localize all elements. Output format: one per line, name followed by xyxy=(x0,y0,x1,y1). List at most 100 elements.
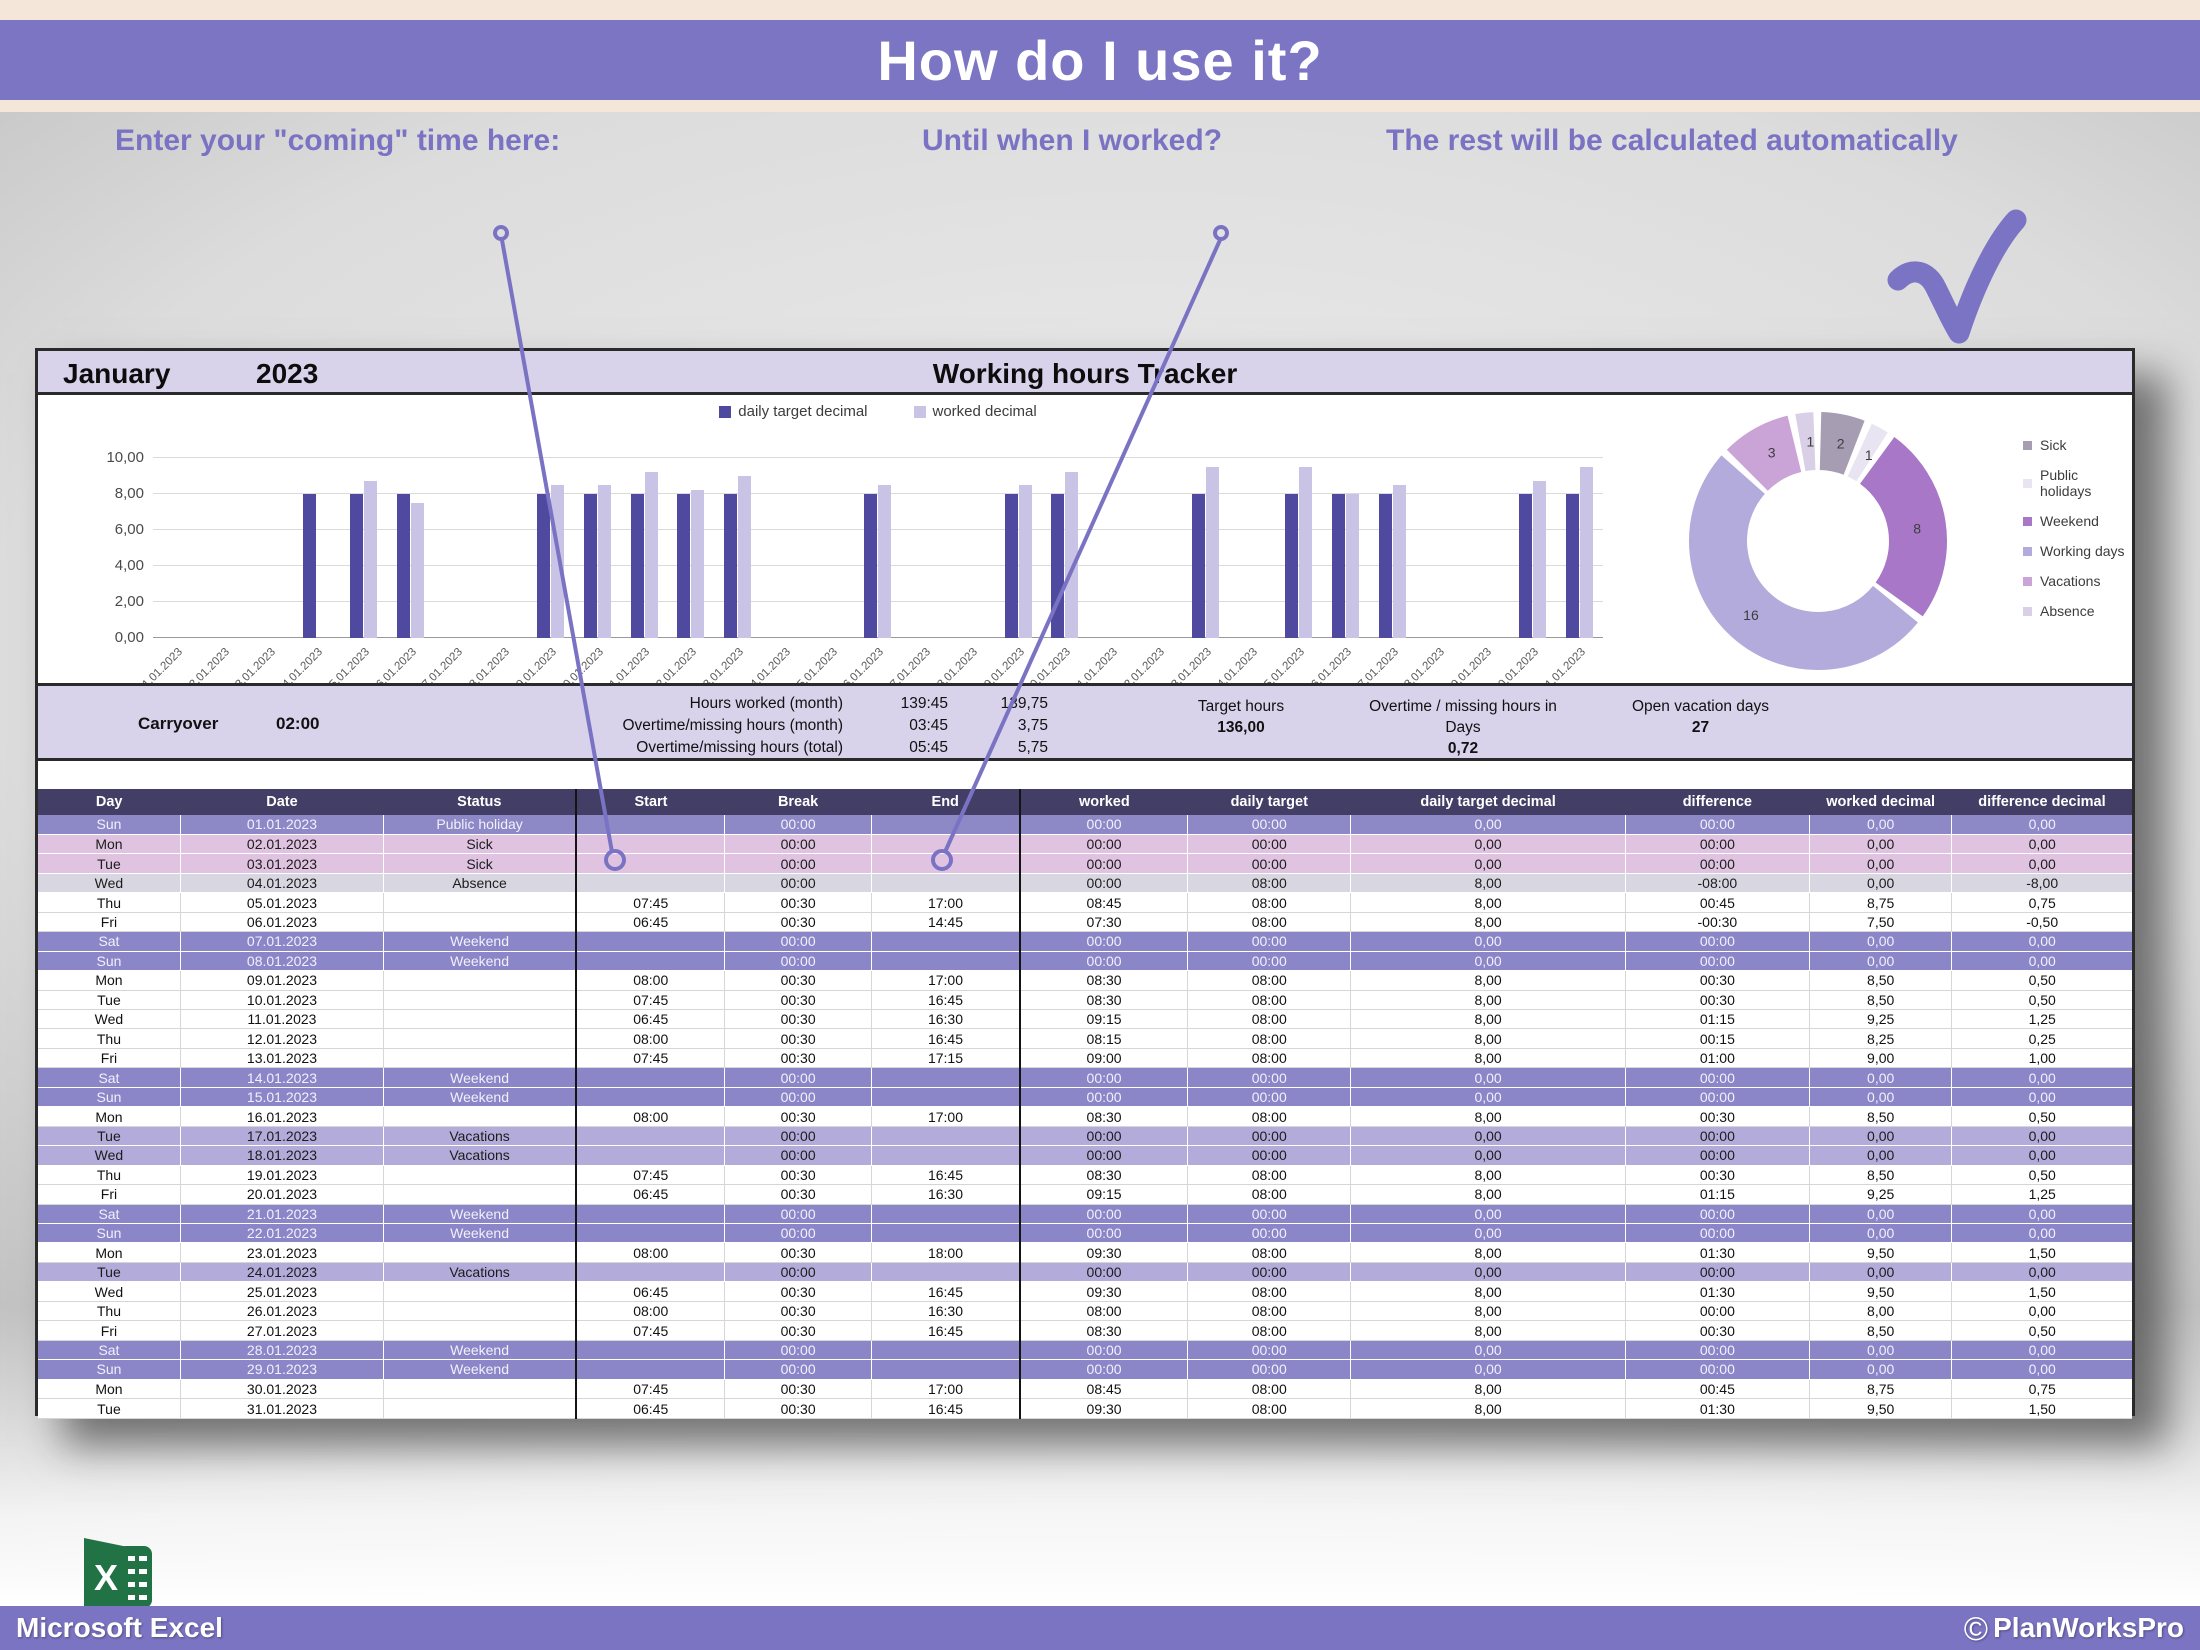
table-cell[interactable]: 18.01.2023 xyxy=(180,1145,384,1166)
table-cell[interactable]: Sat xyxy=(38,1067,181,1088)
table-cell[interactable]: 0,00 xyxy=(1951,1262,2132,1282)
table-cell[interactable]: 07:45 xyxy=(575,1320,726,1341)
table-cell[interactable] xyxy=(871,1204,1021,1224)
table-cell[interactable]: 08:00 xyxy=(575,1106,726,1127)
table-cell[interactable]: 17.01.2023 xyxy=(180,1126,384,1146)
table-cell[interactable]: 14:45 xyxy=(871,912,1021,933)
table-cell[interactable]: 01.01.2023 xyxy=(180,815,384,835)
table-cell[interactable]: 8,00 xyxy=(1350,1009,1626,1030)
table-cell[interactable]: 07:45 xyxy=(575,1379,726,1400)
table-cell[interactable]: 01:30 xyxy=(1625,1398,1810,1419)
table-cell[interactable]: 8,75 xyxy=(1809,892,1953,913)
table-cell[interactable]: 08:30 xyxy=(1019,1106,1189,1127)
table-cell[interactable]: 00:00 xyxy=(1019,1340,1188,1360)
table-cell[interactable] xyxy=(871,1145,1021,1166)
table-cell[interactable]: Absence xyxy=(383,873,577,893)
table-cell[interactable]: 00:00 xyxy=(1187,1359,1351,1380)
table-cell[interactable]: 08:15 xyxy=(1019,1028,1189,1049)
table-cell[interactable] xyxy=(575,1204,725,1224)
table-cell[interactable]: 06:45 xyxy=(575,1184,726,1205)
summary-time[interactable]: 05:45 xyxy=(909,739,948,756)
summary-time[interactable]: 03:45 xyxy=(909,717,948,734)
table-cell[interactable]: 0,00 xyxy=(1951,1067,2132,1088)
table-cell[interactable] xyxy=(575,815,725,835)
table-cell[interactable]: 00:00 xyxy=(1019,815,1188,835)
table-cell[interactable]: 08:30 xyxy=(1019,990,1189,1011)
table-cell[interactable]: 00:00 xyxy=(1019,1126,1188,1146)
tracker-table[interactable]: Day Date Status Start Break End worked daily ta… xyxy=(38,789,2132,1419)
table-cell[interactable] xyxy=(575,1126,725,1146)
table-cell[interactable]: 8,00 xyxy=(1350,1379,1626,1400)
table-cell[interactable]: 08:00 xyxy=(1187,1028,1352,1049)
table-cell[interactable]: 16:45 xyxy=(871,1028,1021,1049)
table-cell[interactable]: 0,00 xyxy=(1350,951,1626,971)
table-cell[interactable]: 00:00 xyxy=(1019,951,1188,971)
column-header[interactable]: worked decimal xyxy=(1809,789,1952,815)
table-cell[interactable]: 0,00 xyxy=(1350,1262,1626,1282)
table-cell[interactable]: Fri xyxy=(38,1320,181,1341)
table-cell[interactable]: 11.01.2023 xyxy=(180,1009,385,1030)
table-cell[interactable]: 00:00 xyxy=(724,873,872,893)
table-cell[interactable]: 1,00 xyxy=(1951,1048,2132,1069)
table-cell[interactable]: 08:00 xyxy=(1187,1379,1352,1400)
table-cell[interactable]: 0,00 xyxy=(1809,1262,1952,1282)
table-cell[interactable]: 0,00 xyxy=(1809,834,1952,854)
table-cell[interactable]: 00:00 xyxy=(1187,931,1351,952)
summary-time[interactable]: 139:45 xyxy=(900,695,948,712)
table-cell[interactable]: 08:00 xyxy=(1187,1184,1352,1205)
table-cell[interactable] xyxy=(871,1087,1021,1107)
table-cell[interactable]: 00:00 xyxy=(724,1359,872,1380)
table-cell[interactable]: Sat xyxy=(38,1204,181,1224)
table-cell[interactable]: 0,00 xyxy=(1350,1359,1626,1380)
table-cell[interactable]: 00:00 xyxy=(1625,1204,1810,1224)
table-cell[interactable]: 07:45 xyxy=(575,990,726,1011)
table-cell[interactable] xyxy=(575,1223,725,1243)
table-cell[interactable]: 00:00 xyxy=(1019,1067,1188,1088)
table-cell[interactable]: 09:30 xyxy=(1019,1398,1189,1419)
table-cell[interactable]: 08:00 xyxy=(1187,1048,1352,1069)
table-cell[interactable]: 08:00 xyxy=(1187,970,1352,991)
table-cell[interactable]: 07:45 xyxy=(575,892,726,913)
table-cell[interactable]: Thu xyxy=(38,892,181,913)
table-cell[interactable] xyxy=(383,1398,577,1419)
table-cell[interactable]: -08:00 xyxy=(1625,873,1810,893)
table-cell[interactable] xyxy=(575,1359,725,1380)
table-cell[interactable]: 17:00 xyxy=(871,892,1021,913)
table-cell[interactable]: 8,00 xyxy=(1809,1301,1953,1322)
table-cell[interactable]: 31.01.2023 xyxy=(180,1398,385,1419)
table-cell[interactable]: 0,00 xyxy=(1809,1340,1952,1360)
table-cell[interactable]: 00:45 xyxy=(1625,1379,1810,1400)
table-cell[interactable]: 0,00 xyxy=(1951,1340,2132,1360)
table-cell[interactable]: 08.01.2023 xyxy=(180,951,384,971)
table-cell[interactable]: 8,75 xyxy=(1809,1379,1953,1400)
table-cell[interactable] xyxy=(383,1048,577,1069)
table-cell[interactable]: 08:45 xyxy=(1019,892,1189,913)
table-cell[interactable]: 0,50 xyxy=(1951,990,2132,1011)
table-cell[interactable]: 00:00 xyxy=(1187,1145,1351,1166)
table-cell[interactable]: 16:30 xyxy=(871,1301,1021,1322)
table-cell[interactable]: Tue xyxy=(38,990,181,1011)
table-cell[interactable]: 0,00 xyxy=(1951,834,2132,854)
table-cell[interactable]: 00:00 xyxy=(1625,1223,1810,1243)
table-cell[interactable]: 0,00 xyxy=(1350,931,1626,952)
table-cell[interactable]: 7,50 xyxy=(1809,912,1953,933)
table-cell[interactable] xyxy=(383,1379,577,1400)
table-cell[interactable]: 04.01.2023 xyxy=(180,873,384,893)
table-cell[interactable]: 00:00 xyxy=(1625,815,1810,835)
table-cell[interactable]: 0,00 xyxy=(1809,931,1952,952)
table-cell[interactable] xyxy=(575,834,725,854)
column-header[interactable]: Day xyxy=(38,789,181,815)
table-cell[interactable]: 0,00 xyxy=(1809,1223,1952,1243)
table-cell[interactable]: 00:30 xyxy=(724,1184,872,1205)
table-cell[interactable]: 0,00 xyxy=(1951,1223,2132,1243)
table-cell[interactable]: 00:00 xyxy=(1187,1340,1351,1360)
table-cell[interactable]: 09:00 xyxy=(1019,1048,1189,1069)
table-cell[interactable]: 8,00 xyxy=(1350,1242,1626,1263)
table-cell[interactable]: 17:00 xyxy=(871,970,1021,991)
table-cell[interactable]: 00:00 xyxy=(1625,931,1810,952)
table-cell[interactable] xyxy=(575,873,725,893)
table-cell[interactable]: 1,50 xyxy=(1951,1281,2132,1302)
table-cell[interactable]: 1,25 xyxy=(1951,1184,2132,1205)
table-cell[interactable]: 03.01.2023 xyxy=(180,853,384,874)
table-cell[interactable]: 08:00 xyxy=(1187,912,1352,933)
